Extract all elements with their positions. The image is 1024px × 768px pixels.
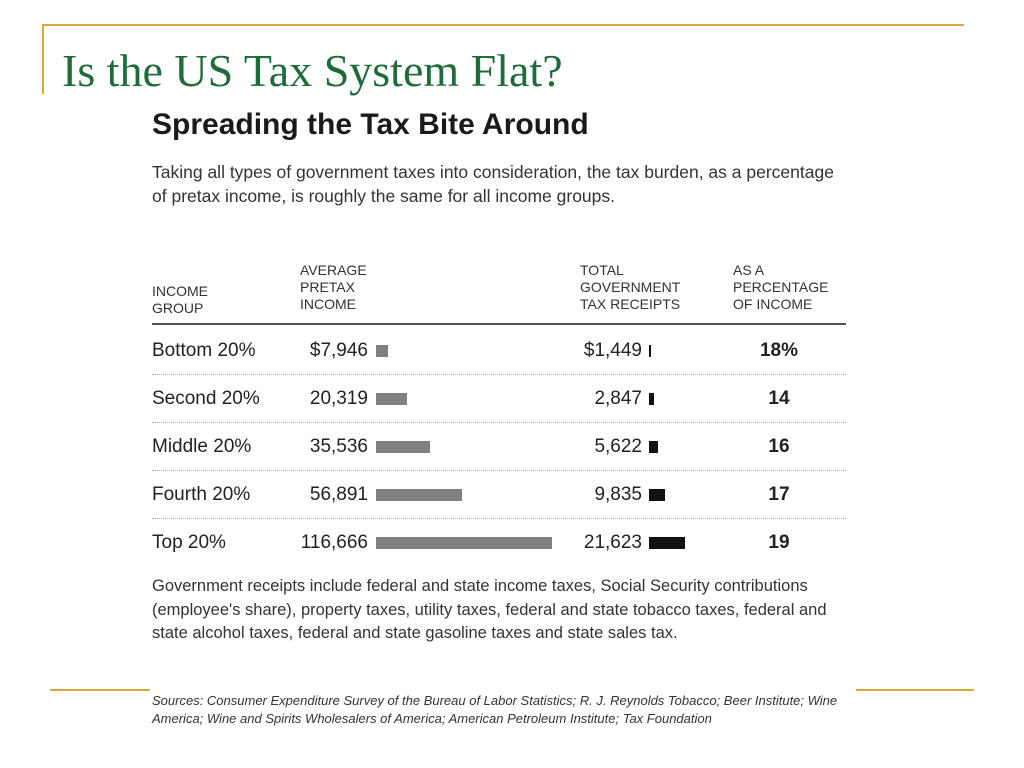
header-rule	[152, 323, 846, 325]
tax-receipts-bar	[649, 537, 685, 549]
average-income-value: $7,946	[309, 340, 368, 361]
tax-receipts-value: 2,847	[594, 388, 642, 409]
percentage-value: 14	[768, 388, 790, 409]
income-group-label: Top 20%	[152, 532, 226, 553]
column-header-income-group: INCOME GROUP	[152, 283, 208, 316]
tax-receipts-value: 21,623	[583, 532, 642, 553]
table-row: Bottom 20% $7,946 $1,449 18%	[152, 327, 846, 375]
left-accent-rule	[42, 24, 44, 94]
income-bar	[376, 393, 407, 405]
average-income-value: 20,319	[309, 388, 368, 409]
income-group-label: Second 20%	[152, 388, 260, 409]
chart-title: Spreading the Tax Bite Around	[152, 108, 589, 141]
column-header-percentage-of-income: AS A PERCENTAGE OF INCOME	[733, 262, 829, 312]
percentage-value: 16	[768, 436, 790, 457]
tax-receipts-bar	[649, 393, 654, 405]
column-header-average-pretax-income: AVERAGE PRETAX INCOME	[300, 262, 367, 312]
tax-receipts-value: 9,835	[594, 484, 642, 505]
slide-title: Is the US Tax System Flat?	[62, 45, 563, 96]
average-income-value: 116,666	[300, 532, 368, 553]
bottom-accent-rule-left	[50, 689, 150, 691]
income-group-label: Middle 20%	[152, 436, 252, 457]
table-row: Middle 20% 35,536 5,622 16	[152, 423, 846, 471]
income-bar	[376, 537, 552, 549]
chart-sources: Sources: Consumer Expenditure Survey of …	[152, 693, 838, 726]
bottom-accent-rule-right	[856, 689, 974, 691]
table-row: Fourth 20% 56,891 9,835 17	[152, 471, 846, 519]
chart-subtitle: Taking all types of government taxes int…	[152, 162, 834, 206]
row-separator	[152, 422, 846, 423]
row-separator	[152, 374, 846, 375]
income-group-label: Fourth 20%	[152, 484, 251, 505]
tax-receipts-value: 5,622	[594, 436, 642, 457]
average-income-value: 35,536	[309, 436, 368, 457]
table-row: Top 20% 116,666 21,623 19	[152, 519, 846, 567]
tax-receipts-value: $1,449	[583, 340, 642, 361]
tax-receipts-bar	[649, 345, 652, 357]
tax-receipts-bar	[649, 489, 666, 501]
top-accent-rule	[42, 24, 964, 26]
income-bar	[376, 441, 430, 453]
income-group-label: Bottom 20%	[152, 340, 256, 361]
table-row: Second 20% 20,319 2,847 14	[152, 375, 846, 423]
percentage-value: 17	[768, 484, 790, 505]
percentage-value: 19	[768, 532, 790, 553]
column-header-total-government-tax-receipts: TOTAL GOVERNMENT TAX RECEIPTS	[580, 262, 681, 312]
average-income-value: 56,891	[309, 484, 368, 505]
row-separator	[152, 518, 846, 519]
income-bar	[376, 489, 462, 501]
tax-receipts-bar	[649, 441, 659, 453]
row-separator	[152, 470, 846, 471]
chart-notes: Government receipts include federal and …	[152, 577, 827, 642]
income-bar	[376, 345, 388, 357]
percentage-value: 18%	[759, 340, 799, 361]
